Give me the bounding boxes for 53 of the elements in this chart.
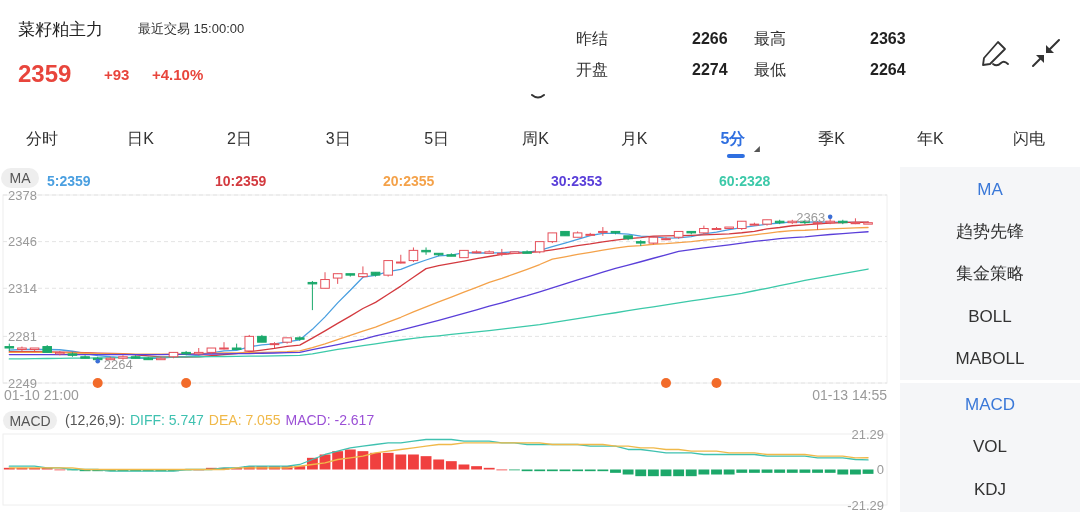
text: 10:2359: [215, 173, 267, 189]
y-tick-label: 2314: [8, 280, 37, 296]
text: MACD: -2.617: [285, 412, 375, 428]
text: DIFF: 5.747: [129, 412, 205, 428]
text: 最近交易 15:00:00: [138, 21, 245, 36]
text: 20:2355: [383, 173, 435, 189]
text: 最低: [754, 61, 786, 78]
text: 开盘: [576, 61, 608, 78]
text: 2359: [18, 60, 72, 87]
text: 趋势先锋: [956, 222, 1024, 241]
text: 01-13 14:55: [812, 387, 888, 403]
text: 5分: [720, 130, 747, 147]
text: 闪电: [1013, 130, 1045, 147]
text: KDJ: [973, 480, 1007, 499]
text: 季K: [818, 130, 846, 147]
text: 年K: [916, 130, 944, 147]
text: 2日: [226, 130, 252, 147]
text: MACD: [964, 395, 1016, 414]
y-tick-label: -21.29: [847, 497, 884, 512]
y-tick-label: 21.29: [851, 426, 884, 442]
annotation: 2264: [103, 357, 133, 373]
text: MACD: [9, 412, 51, 429]
text: 月K: [620, 130, 648, 147]
text: 菜籽粕主力: [18, 20, 103, 39]
text: +93: [104, 66, 130, 83]
annotation: 2363: [796, 209, 826, 225]
text: 30:2353: [551, 173, 603, 189]
text: 60:2328: [719, 173, 771, 189]
text: BOLL: [968, 307, 1012, 326]
y-tick-label: 2346: [8, 234, 37, 250]
y-tick-label: 0: [876, 462, 884, 477]
text: 2264: [870, 61, 906, 78]
text: 昨结: [576, 30, 608, 47]
text: MA: [9, 170, 32, 186]
text: MA: [977, 180, 1004, 199]
text: DEA: 7.055: [208, 412, 281, 428]
y-tick-label: 2281: [8, 328, 37, 344]
text: 分时: [26, 130, 58, 147]
text: 最高: [754, 30, 786, 47]
text: 2363: [870, 30, 906, 47]
text: 周K: [522, 130, 550, 147]
text: 2266: [692, 30, 728, 47]
text: 日K: [127, 130, 155, 147]
y-tick-label: 2378: [8, 187, 37, 203]
text: 集金策略: [956, 264, 1024, 283]
text: +4.10%: [152, 66, 204, 83]
text: VOL: [972, 437, 1008, 456]
text: 5日: [424, 130, 450, 147]
text: 5:2359: [47, 173, 91, 189]
text: (12,26,9):: [65, 412, 125, 428]
text: 2274: [692, 61, 728, 78]
text: 3日: [325, 130, 351, 147]
text: MABOLL: [955, 349, 1025, 368]
